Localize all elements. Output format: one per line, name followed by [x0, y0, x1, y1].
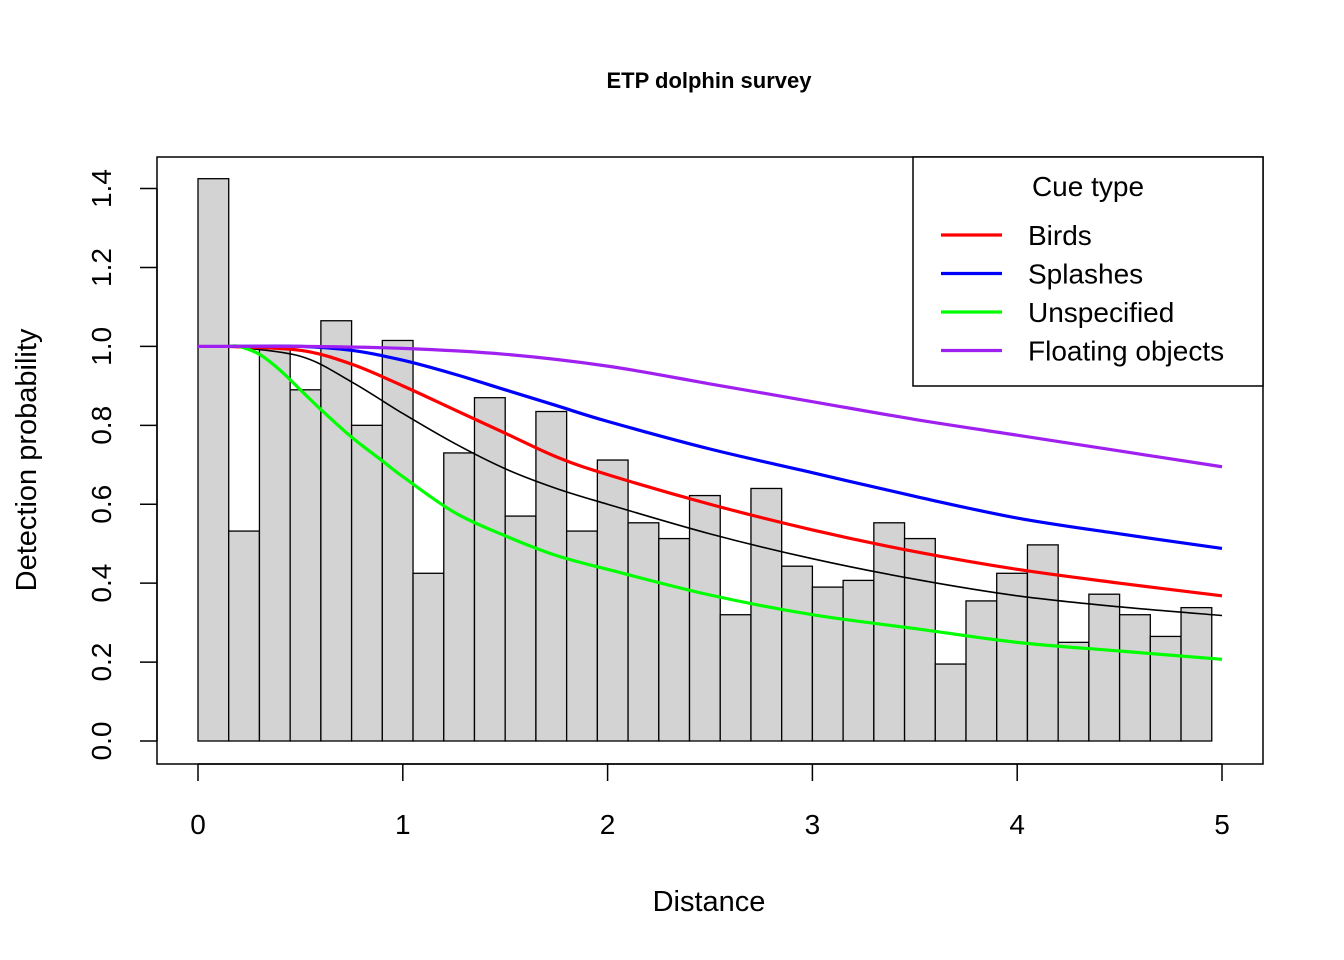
series-line-floating-objects	[197, 344, 1223, 469]
histogram-bar	[381, 339, 414, 742]
x-tick-label: 1	[395, 809, 411, 840]
histogram-bar	[903, 537, 936, 742]
histogram-bar	[535, 410, 568, 742]
histogram-bar	[289, 389, 322, 742]
histogram-bar	[688, 494, 721, 742]
legend-label: Unspecified	[1028, 297, 1174, 328]
histogram-bar	[1149, 635, 1182, 742]
histogram-bar	[596, 459, 629, 742]
legend-label: Birds	[1028, 220, 1092, 251]
histogram-bar	[412, 572, 445, 742]
histogram-bar	[320, 320, 353, 742]
legend-item-floating-objects: Floating objects	[941, 336, 1224, 367]
histogram-bar	[965, 600, 998, 742]
legend-item-splashes: Splashes	[941, 259, 1143, 290]
histogram-bar	[842, 579, 875, 742]
series-line-birds	[228, 344, 1223, 598]
histogram-bar	[1057, 641, 1090, 742]
histogram-bar	[504, 515, 537, 742]
average-detection-curve-group	[228, 345, 1223, 617]
histogram-bar	[258, 345, 291, 742]
y-axis: 0.0 0.2 0.4 0.6 0.8 1.0 1.2 1.4	[86, 169, 158, 761]
histogram-bars	[197, 178, 1213, 742]
histogram-bar	[719, 614, 752, 742]
y-tick-label: 1.0	[86, 327, 117, 366]
x-tick-label: 4	[1009, 809, 1025, 840]
histogram-bar	[750, 487, 783, 742]
y-axis-label: Detection probability	[11, 328, 43, 591]
legend-items: Birds Splashes Unspecified Floating objects	[941, 220, 1224, 367]
series-line-unspecified	[228, 344, 1223, 661]
histogram-bar	[1118, 614, 1151, 742]
histogram-bar	[658, 537, 691, 742]
legend: Cue type Birds Splashes Unspecified Floatin…	[912, 156, 1264, 387]
x-tick-label: 3	[805, 809, 821, 840]
y-tick-label: 0.2	[86, 643, 117, 682]
histogram-bar	[1180, 606, 1213, 742]
x-axis-label: Distance	[653, 886, 766, 918]
histogram-bar	[811, 586, 844, 742]
y-tick-label: 0.6	[86, 485, 117, 524]
x-tick-label: 0	[190, 809, 206, 840]
histogram-bar	[350, 424, 383, 742]
histogram-bar	[627, 522, 660, 742]
histogram-bar	[873, 522, 906, 742]
histogram-bar	[228, 530, 261, 742]
histogram-bar	[934, 663, 967, 742]
legend-label: Floating objects	[1028, 336, 1224, 367]
plot-frame	[156, 156, 1264, 765]
series-curves	[197, 344, 1223, 661]
legend-title: Cue type	[1032, 171, 1144, 202]
legend-item-unspecified: Unspecified	[941, 297, 1174, 328]
histogram-bar	[473, 397, 506, 742]
y-tick-label: 0.4	[86, 564, 117, 603]
x-axis: 0 1 2 3 4 5	[190, 763, 1230, 840]
x-tick-label: 2	[600, 809, 616, 840]
y-tick-label: 1.4	[86, 169, 117, 208]
x-tick-label: 5	[1214, 809, 1230, 840]
histogram-bar	[996, 572, 1029, 742]
y-tick-label: 0.0	[86, 722, 117, 761]
legend-label: Splashes	[1028, 259, 1143, 290]
histogram-bar	[443, 452, 476, 742]
legend-box	[912, 156, 1264, 387]
histogram-bar	[1088, 593, 1121, 742]
histogram-bar	[197, 178, 230, 742]
legend-item-birds: Birds	[941, 220, 1092, 251]
y-tick-label: 1.2	[86, 248, 117, 287]
series-line-splashes	[228, 344, 1223, 551]
chart-title: ETP dolphin survey	[607, 68, 813, 93]
histogram-bar	[781, 565, 814, 742]
y-tick-label: 0.8	[86, 406, 117, 445]
average-detection-curve	[228, 345, 1223, 617]
